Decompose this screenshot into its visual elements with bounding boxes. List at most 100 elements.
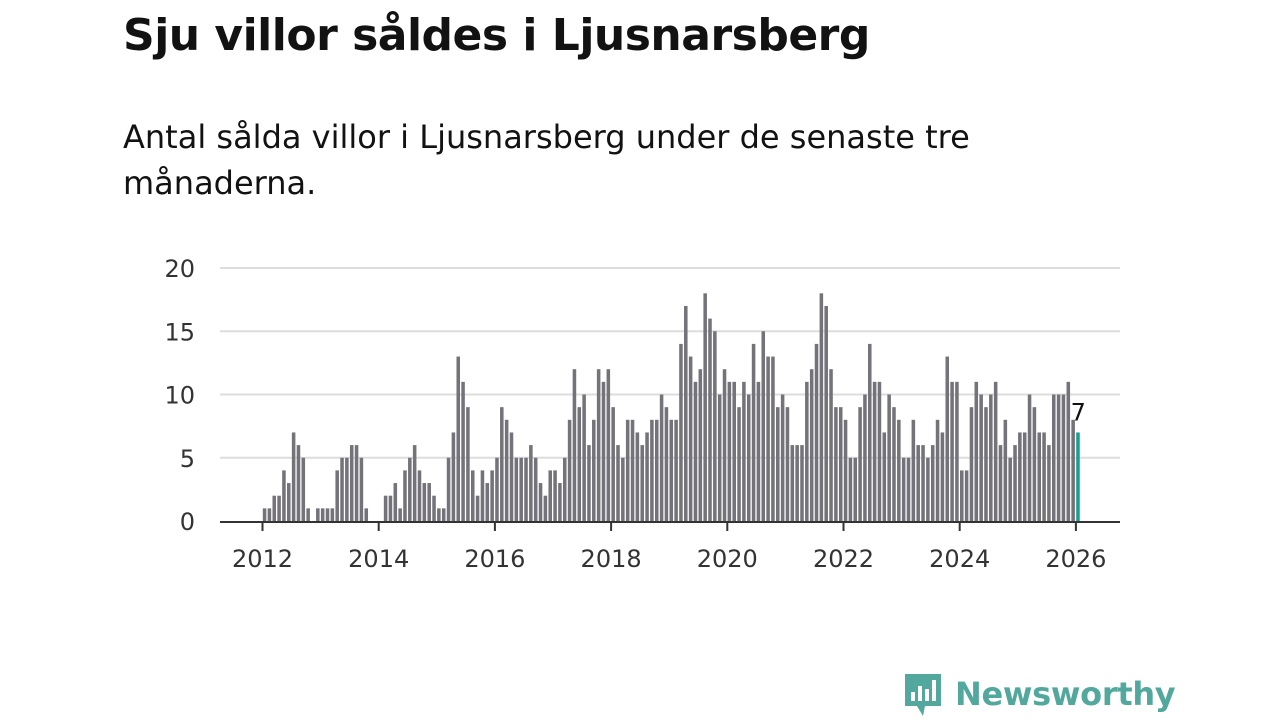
bar xyxy=(824,305,828,521)
bar xyxy=(640,445,644,521)
bar xyxy=(916,445,920,521)
bar xyxy=(562,457,567,521)
bar xyxy=(989,394,993,521)
bar xyxy=(921,445,925,521)
bar xyxy=(814,343,819,521)
x-axis: 2012 2014 2016 2018 2020 2022 2024 2026 xyxy=(220,521,1120,573)
bar xyxy=(1013,445,1017,521)
bar xyxy=(441,508,446,521)
bar xyxy=(940,432,945,521)
bar xyxy=(901,457,906,521)
bar xyxy=(960,470,964,521)
bar xyxy=(500,407,504,521)
bar xyxy=(742,381,746,521)
bar xyxy=(601,381,606,521)
bar xyxy=(756,381,761,521)
bar xyxy=(408,457,412,521)
bar xyxy=(998,445,1003,521)
bar xyxy=(722,369,727,521)
bar xyxy=(262,508,267,521)
bar-highlight xyxy=(1076,432,1080,521)
bar xyxy=(669,419,674,521)
bar xyxy=(776,407,780,521)
bar xyxy=(785,407,790,521)
bar xyxy=(621,457,625,521)
newsworthy-logo-text: Newsworthy xyxy=(955,675,1176,713)
x-tick-label: 2020 xyxy=(697,545,758,573)
bar xyxy=(417,470,422,521)
bar xyxy=(955,381,959,521)
bar xyxy=(761,331,766,521)
bar xyxy=(863,394,867,521)
x-tick-label: 2022 xyxy=(813,545,874,573)
bar xyxy=(1042,432,1046,521)
bar xyxy=(950,381,954,521)
bar xyxy=(645,432,649,521)
bar xyxy=(746,394,751,521)
bar xyxy=(282,470,286,521)
bar xyxy=(1018,432,1022,521)
y-tick-label: 5 xyxy=(180,445,195,473)
bar xyxy=(650,419,654,521)
bar xyxy=(993,381,998,521)
bar xyxy=(693,381,698,521)
bar xyxy=(490,470,494,521)
bar xyxy=(572,369,577,521)
bar xyxy=(451,432,456,521)
bar xyxy=(616,445,620,521)
bar xyxy=(930,445,935,521)
x-tick-label: 2024 xyxy=(929,545,990,573)
bar xyxy=(504,419,509,521)
bar xyxy=(1061,394,1066,521)
bar xyxy=(809,369,814,521)
y-tick-label: 10 xyxy=(164,382,195,410)
chart-title: Sju villor såldes i Ljusnarsberg xyxy=(123,10,870,61)
bar xyxy=(625,419,630,521)
bar xyxy=(1066,381,1071,521)
bar xyxy=(969,407,974,521)
bar xyxy=(1027,394,1032,521)
bar xyxy=(345,457,349,521)
bar xyxy=(349,445,354,521)
bar xyxy=(470,470,475,521)
bar xyxy=(780,394,785,521)
bar xyxy=(732,381,736,521)
bar xyxy=(553,470,557,521)
bar xyxy=(558,483,562,521)
bar xyxy=(403,470,407,521)
bar xyxy=(838,407,843,521)
bar xyxy=(606,369,611,521)
x-tick-label: 2012 xyxy=(232,545,293,573)
bar xyxy=(533,457,538,521)
bar xyxy=(713,331,717,521)
bar xyxy=(291,432,296,521)
x-tick-label: 2016 xyxy=(464,545,525,573)
bar xyxy=(819,293,824,521)
bar xyxy=(1003,419,1008,521)
bar xyxy=(630,419,635,521)
bar xyxy=(1022,432,1027,521)
bar xyxy=(287,483,291,521)
bar xyxy=(887,394,891,521)
bar xyxy=(766,356,770,521)
bar xyxy=(529,445,533,521)
bar xyxy=(800,445,804,521)
bar xyxy=(514,457,519,521)
y-tick-label: 0 xyxy=(180,508,195,536)
bar xyxy=(945,356,950,521)
x-tick-label: 2018 xyxy=(581,545,642,573)
bar xyxy=(688,356,693,521)
y-axis-ticks: 0 5 10 15 20 xyxy=(164,255,195,536)
bar xyxy=(437,508,441,521)
bar xyxy=(277,495,281,521)
bar xyxy=(872,381,877,521)
bar-chart: 0 5 10 15 20 2012 2014 2016 2018 2020 2022 2024 202… xyxy=(164,255,1120,573)
bar xyxy=(906,457,911,521)
bar xyxy=(698,369,703,521)
bar xyxy=(301,457,306,521)
bar xyxy=(853,457,858,521)
bar xyxy=(751,343,756,521)
bar xyxy=(926,457,930,521)
bar xyxy=(843,419,848,521)
bar xyxy=(829,369,833,521)
